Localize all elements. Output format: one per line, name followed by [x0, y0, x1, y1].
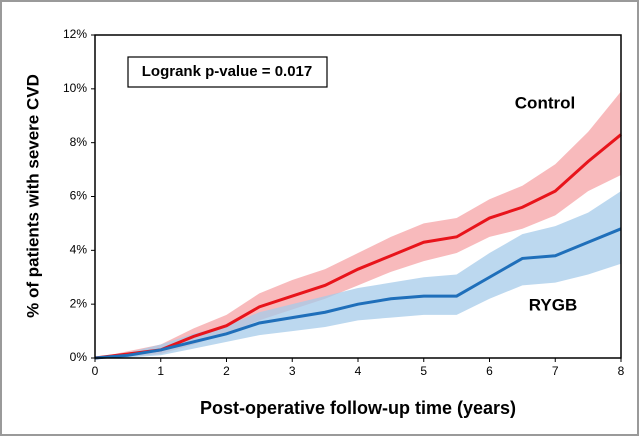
legend-label: Control: [515, 93, 575, 112]
x-tick-label: 1: [157, 364, 164, 378]
y-tick-label: 8%: [70, 135, 88, 149]
annotation: Logrank p-value = 0.017: [142, 63, 313, 80]
x-tick-label: 5: [420, 364, 427, 378]
x-tick-label: 2: [223, 364, 230, 378]
y-tick-label: 2%: [70, 296, 88, 310]
confidence-band: [95, 91, 621, 359]
y-tick-label: 0%: [70, 350, 88, 364]
y-tick-label: 12%: [63, 27, 87, 41]
x-tick-label: 3: [289, 364, 296, 378]
legend-label: RYGB: [529, 295, 578, 314]
line: [94, 227, 622, 360]
x-tick-label: 6: [486, 364, 493, 378]
x-tick-label: 0: [92, 364, 99, 378]
x-tick-label: 4: [355, 364, 362, 378]
y-axis-label: % of patients with severe CVD: [23, 74, 42, 318]
x-tick-label: 8: [618, 364, 625, 378]
y-tick-label: 10%: [63, 81, 87, 95]
x-axis-label: Post-operative follow-up time (years): [200, 398, 516, 418]
x-tick-label: 7: [552, 364, 559, 378]
y-tick-label: 6%: [70, 189, 88, 203]
annotation-box: [127, 56, 328, 88]
line: [94, 133, 622, 360]
confidence-band: [95, 191, 621, 358]
y-tick-label: 4%: [70, 243, 88, 257]
